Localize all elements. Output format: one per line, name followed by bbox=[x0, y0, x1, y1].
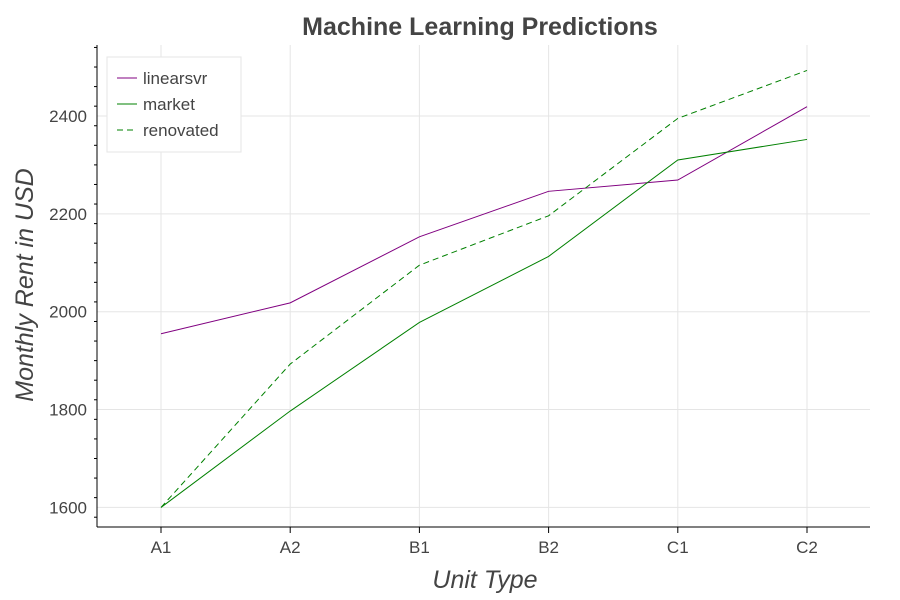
x-axis-label: Unit Type bbox=[432, 566, 537, 594]
series-line-renovated bbox=[160, 69, 808, 508]
chart-title: Machine Learning Predictions bbox=[302, 13, 658, 41]
y-axis-label: Monthly Rent in USD bbox=[11, 168, 39, 401]
x-tick-label: C2 bbox=[796, 538, 818, 557]
y-tick-label: 2000 bbox=[49, 303, 87, 322]
series-line-linearsvr bbox=[160, 106, 808, 335]
y-tick-label: 2400 bbox=[49, 107, 87, 126]
axes: 1600 1800 2000 2200 2400 A1 A2 B1 B2 C1 C2 bbox=[49, 45, 870, 557]
legend-label-linearsvr: linearsvr bbox=[143, 69, 208, 88]
x-tick-label: B2 bbox=[538, 538, 559, 557]
y-tick-label: 1800 bbox=[49, 401, 87, 420]
series-line-market bbox=[160, 138, 808, 508]
legend-label-renovated: renovated bbox=[143, 121, 219, 140]
x-tick-label: C1 bbox=[667, 538, 689, 557]
y-tick-label: 1600 bbox=[49, 498, 87, 517]
legend-label-market: market bbox=[143, 95, 195, 114]
x-tick-label: A1 bbox=[151, 538, 172, 557]
x-tick-label: B1 bbox=[409, 538, 430, 557]
series-lines bbox=[160, 69, 808, 508]
x-tick-label: A2 bbox=[280, 538, 301, 557]
legend: linearsvr market renovated bbox=[106, 56, 242, 153]
y-tick-label: 2200 bbox=[49, 205, 87, 224]
